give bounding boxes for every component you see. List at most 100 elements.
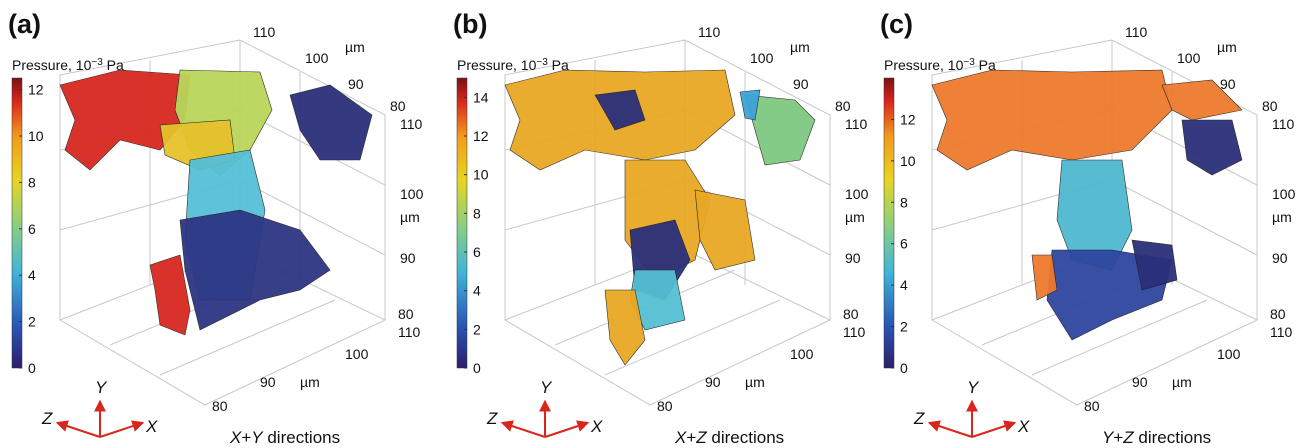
pore-region: [604, 289, 646, 366]
caption-part: X: [674, 428, 687, 447]
triad-label: Z: [486, 409, 498, 428]
caption-part: Z: [1122, 428, 1134, 447]
axis-tick-label: 90: [1220, 76, 1236, 92]
title-exponent: −3: [91, 57, 103, 68]
title-text: Pressure, 10: [12, 57, 92, 73]
axis-tick-label: 80: [390, 98, 406, 114]
caption-part: Y: [1102, 428, 1115, 447]
axis-tick-label: 100: [1217, 346, 1241, 362]
colorbar-tick-label: 0: [473, 360, 481, 376]
axis-tick-label: 110: [400, 116, 423, 132]
pore-region: [1181, 119, 1243, 176]
colorbar: [11, 77, 23, 369]
colorbar-tick-label: 12: [28, 82, 44, 98]
axis-tick-label: 90: [260, 374, 276, 390]
axis-tick-label: 110: [843, 324, 866, 340]
colorbar-tick-label: 8: [473, 205, 481, 221]
axis-tick-label: 80: [657, 398, 673, 414]
title-text: Pa: [548, 57, 569, 73]
title-text: Pa: [103, 57, 124, 73]
colorbar-tick-label: 4: [28, 267, 36, 283]
panel: (a) Pressure, 10−3 Pa 0 2 4 6 8 10 12 110 100 90 80 µ…: [8, 9, 424, 447]
triad-label: X: [590, 417, 603, 436]
panel-label: (b): [453, 9, 487, 39]
axis-unit: µm: [745, 374, 765, 390]
caption-part: directions: [1134, 428, 1211, 447]
axis-tick-label: 90: [1272, 250, 1288, 266]
axis-tick-label: 100: [845, 186, 869, 202]
axis-unit: µm: [400, 209, 420, 225]
pore-region: [694, 189, 756, 271]
axis-tick-label: 110: [398, 324, 421, 340]
triad-arrow: [55, 420, 101, 438]
triad-label: Y: [540, 378, 553, 397]
title-exponent: −3: [963, 57, 975, 68]
axis-tick-label: 110: [845, 116, 868, 132]
colorbar-tick-label: 6: [473, 244, 481, 260]
caption: Y+Z directions: [1102, 428, 1211, 447]
colorbar-tick-label: 8: [900, 194, 908, 210]
colorbar-tick-label: 14: [473, 89, 489, 105]
triad-label: Z: [41, 409, 53, 428]
colorbar-tick-label: 2: [473, 321, 481, 337]
colorbar-tick-label: 4: [900, 277, 908, 293]
pore-region: [1031, 254, 1058, 301]
caption-part: Y: [251, 428, 264, 447]
triad-label: X: [1017, 417, 1030, 436]
triad-label: Y: [967, 378, 980, 397]
pore-region: [739, 89, 761, 121]
pore-region: [179, 209, 331, 331]
triad-arrow: [99, 420, 145, 438]
axis-tick-label: 100: [345, 346, 369, 362]
title-text: Pressure, 10: [457, 57, 537, 73]
colorbar-title: Pressure, 10−3 Pa: [457, 57, 569, 73]
axis-tick-label: 110: [1270, 324, 1293, 340]
colorbar: [883, 77, 895, 369]
colorbar-tick-label: 4: [473, 283, 481, 299]
caption-part: +: [1113, 428, 1123, 447]
axis-tick-label: 90: [1132, 374, 1148, 390]
triad-arrow: [927, 420, 973, 438]
axis-unit: µm: [790, 39, 810, 55]
colorbar-tick-label: 0: [28, 360, 36, 376]
axis-unit: µm: [300, 374, 320, 390]
caption-part: +: [686, 428, 696, 447]
colorbar-tick-label: 10: [473, 167, 489, 183]
caption: X+Y directions: [229, 428, 340, 447]
triad-label: X: [145, 417, 158, 436]
axis-tick-label: 100: [750, 50, 774, 66]
axis-tick-label: 80: [1270, 306, 1286, 322]
pore-region: [931, 69, 1173, 171]
axis-tick-label: 100: [305, 50, 329, 66]
axis-tick-label: 90: [705, 374, 721, 390]
axis-tick-label: 110: [253, 24, 276, 40]
axis-unit: µm: [845, 209, 865, 225]
triad-arrow: [971, 420, 1017, 438]
colorbar-title: Pressure, 10−3 Pa: [884, 57, 996, 73]
caption: X+Z directions: [674, 428, 784, 447]
axis-tick-label: 80: [1084, 398, 1100, 414]
axis-tick-label: 80: [835, 98, 851, 114]
axis-unit: µm: [345, 39, 365, 55]
colorbar-tick-label: 12: [473, 128, 489, 144]
caption-part: Z: [695, 428, 707, 447]
title-exponent: −3: [536, 57, 548, 68]
triad-label: Z: [913, 409, 925, 428]
pore-region: [149, 254, 191, 336]
caption-part: directions: [707, 428, 784, 447]
title-text: Pressure, 10: [884, 57, 964, 73]
pore-region: [1131, 239, 1178, 291]
colorbar-tick-label: 6: [28, 221, 36, 237]
axis-unit: µm: [1272, 209, 1292, 225]
caption-part: directions: [263, 428, 340, 447]
triad-label: Y: [95, 378, 108, 397]
panel-label: (c): [880, 9, 913, 39]
axis-tick-label: 100: [1272, 186, 1296, 202]
colorbar-tick-label: 10: [900, 153, 916, 169]
triad-arrow: [500, 420, 546, 438]
colorbar-title: Pressure, 10−3 Pa: [12, 57, 124, 73]
pore-region: [744, 94, 816, 166]
panel: (b) Pressure, 10−3 Pa 0 2 4 6 8 10 12 14 110 100 90 8…: [453, 9, 869, 447]
panel: (c) Pressure, 10−3 Pa 0 2 4 6 8 10 12 110 100 90 80 µ…: [880, 9, 1296, 447]
